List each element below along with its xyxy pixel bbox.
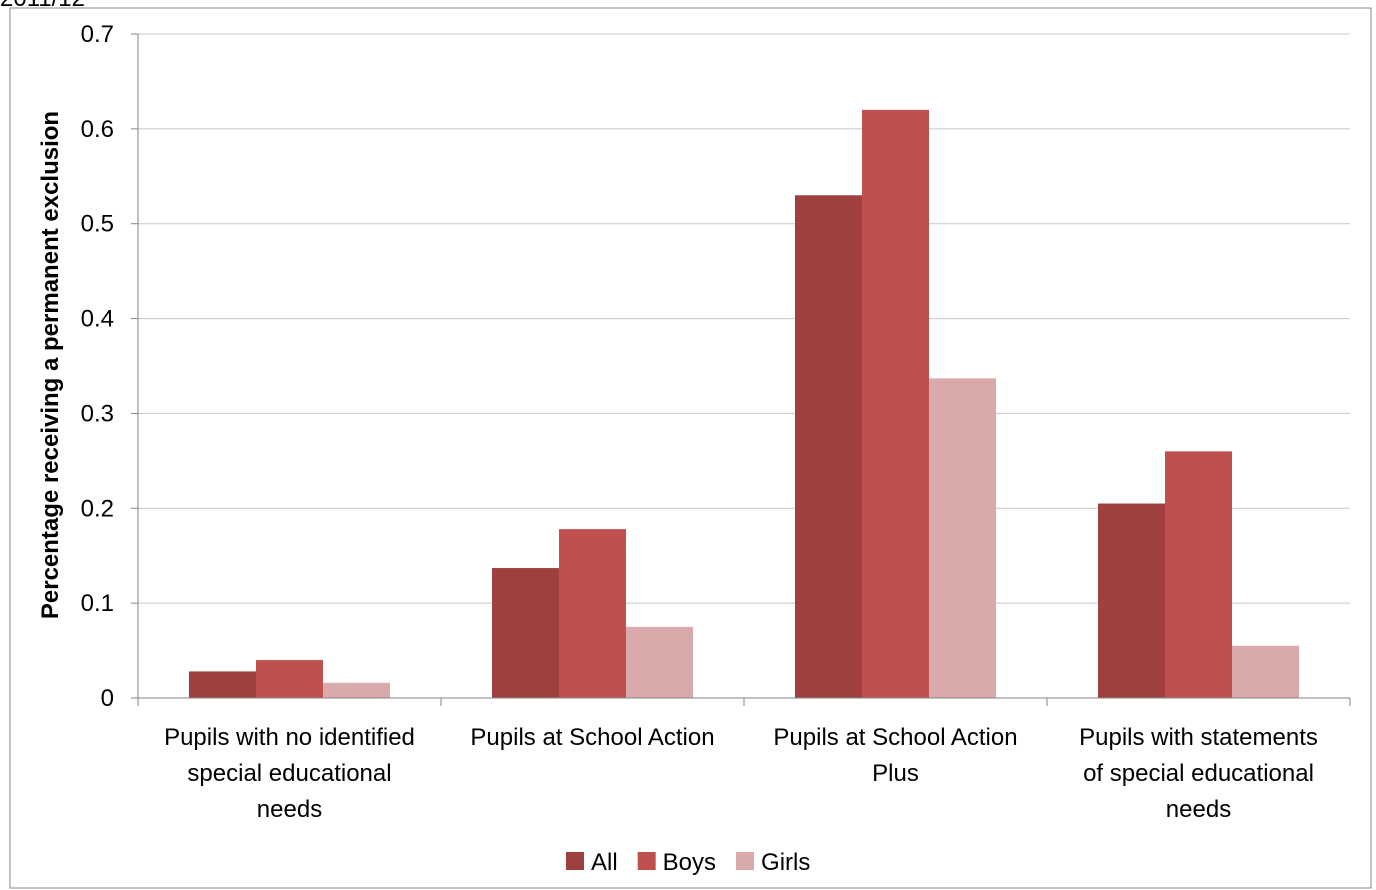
y-tick-label: 0 [101,685,114,712]
category-label: special educational [187,760,391,787]
category-label: Pupils at School Action [773,724,1017,751]
y-tick-label: 0.4 [81,306,114,333]
bar-boys-2 [559,529,626,698]
category-label: needs [1166,796,1231,823]
y-tick-label: 0.1 [81,590,114,617]
bar-girls-3 [929,378,996,698]
category-label: Pupils with no identified [164,724,415,751]
legend-label-girls: Girls [761,849,810,876]
y-tick-label: 0.2 [81,495,114,522]
category-label: of special educational [1083,760,1314,787]
category-label: needs [257,796,322,823]
bar-boys-3 [862,109,929,698]
bar-girls-1 [323,682,390,698]
y-tick-label: 0.7 [81,21,114,48]
category-labels: Pupils with no identified special educati… [164,724,1318,823]
axes [137,34,1351,706]
bar-all-2 [492,568,559,698]
category-label: Pupils at School Action [470,724,714,751]
legend: All Boys Girls [566,849,810,876]
legend-swatch-girls [736,852,755,870]
bars [189,109,1299,698]
chart-title: 2011/12 [0,0,85,12]
gridlines [131,33,1350,699]
y-axis-label: Percentage receiving a permanent exclusi… [37,111,64,619]
bar-girls-4 [1232,645,1299,698]
bar-all-3 [795,195,862,698]
bar-boys-1 [256,660,323,698]
legend-swatch-boys [637,852,656,870]
bar-all-4 [1098,503,1165,698]
bar-boys-4 [1165,451,1232,698]
chart-frame [9,7,1372,889]
category-label: Plus [872,760,919,787]
legend-swatch-all [566,852,584,870]
bar-all-1 [189,671,256,698]
legend-label-boys: Boys [663,849,716,876]
y-tick-labels: 0 0.1 0.2 0.3 0.4 0.5 0.6 0.7 [81,21,114,712]
y-tick-label: 0.3 [81,400,114,427]
y-tick-label: 0.6 [81,116,114,143]
y-tick-label: 0.5 [81,211,114,238]
category-label: Pupils with statements [1079,724,1318,751]
legend-label-all: All [591,849,618,876]
bar-girls-2 [626,626,693,698]
